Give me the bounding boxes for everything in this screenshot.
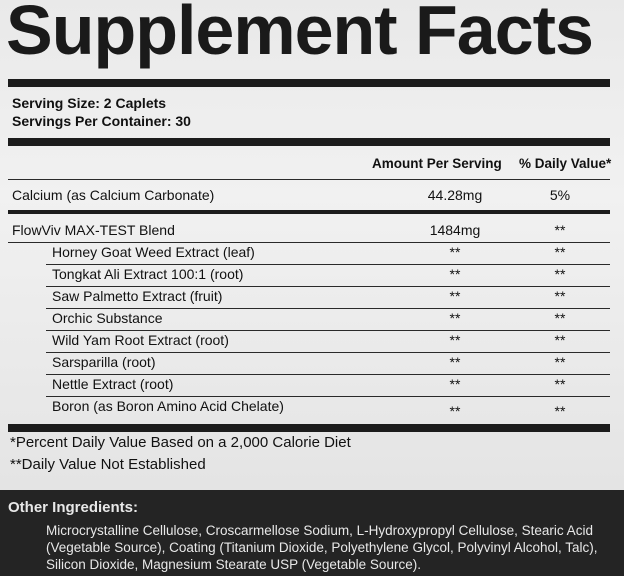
nutrient-name: Orchic Substance <box>52 310 163 326</box>
nutrient-daily-value: ** <box>554 222 566 238</box>
footnote-daily-value: *Percent Daily Value Based on a 2,000 Ca… <box>10 434 351 451</box>
amount-per-serving-header: Amount Per Serving <box>372 156 502 171</box>
divider-thin <box>46 264 610 265</box>
nutrient-amount: ** <box>449 354 461 370</box>
nutrient-amount: ** <box>449 403 461 419</box>
nutrient-amount: 44.28mg <box>427 187 483 203</box>
table-row: Horney Goat Weed Extract (leaf) ** ** <box>0 244 624 266</box>
other-ingredients-heading: Other Ingredients: <box>8 499 139 516</box>
nutrient-daily-value: ** <box>554 288 566 304</box>
nutrient-amount: ** <box>449 266 461 282</box>
supplement-facts-panel: Supplement Facts Serving Size: 2 Caplets… <box>0 0 624 490</box>
nutrient-amount: 1484mg <box>429 222 481 238</box>
nutrient-name: Wild Yam Root Extract (root) <box>52 332 229 348</box>
divider-medium <box>8 210 610 214</box>
divider-thick <box>8 138 610 146</box>
nutrient-daily-value: ** <box>554 332 566 348</box>
other-ingredients-text: Microcrystalline Cellulose, Croscarmello… <box>46 523 598 572</box>
divider-thin <box>46 374 610 375</box>
divider-thin <box>46 286 610 287</box>
table-row: Sarsparilla (root) ** ** <box>0 354 624 376</box>
divider-thin <box>8 242 610 243</box>
divider-thin <box>46 308 610 309</box>
nutrient-name: Boron (as Boron Amino Acid Chelate) <box>52 398 284 414</box>
nutrient-amount: ** <box>449 288 461 304</box>
page-title: Supplement Facts <box>6 0 594 69</box>
nutrient-daily-value: ** <box>554 266 566 282</box>
divider-thick <box>8 79 610 87</box>
nutrient-daily-value: ** <box>554 244 566 260</box>
table-row: Orchic Substance ** ** <box>0 310 624 332</box>
nutrient-name: Tongkat Ali Extract 100:1 (root) <box>52 266 244 282</box>
nutrient-amount: ** <box>449 332 461 348</box>
table-row: Saw Palmetto Extract (fruit) ** ** <box>0 288 624 310</box>
nutrient-daily-value: ** <box>554 354 566 370</box>
nutrient-daily-value: ** <box>554 310 566 326</box>
serving-size: Serving Size: 2 Caplets <box>12 95 167 111</box>
nutrient-amount: ** <box>449 244 461 260</box>
table-row: Boron (as Boron Amino Acid Chelate) ** *… <box>0 398 624 420</box>
divider-thin <box>46 396 610 397</box>
footnote-not-established: **Daily Value Not Established <box>10 456 206 473</box>
daily-value-header: % Daily Value* <box>519 156 612 171</box>
nutrient-name: Saw Palmetto Extract (fruit) <box>52 288 223 304</box>
nutrient-name: FlowViv MAX-TEST Blend <box>12 222 175 238</box>
divider-thin <box>46 352 610 353</box>
table-row: FlowViv MAX-TEST Blend 1484mg ** <box>0 222 624 244</box>
nutrient-daily-value: ** <box>554 403 566 419</box>
table-row: Wild Yam Root Extract (root) ** ** <box>0 332 624 354</box>
table-row: Tongkat Ali Extract 100:1 (root) ** ** <box>0 266 624 288</box>
divider-thin <box>8 179 610 180</box>
nutrient-name: Calcium (as Calcium Carbonate) <box>12 187 215 203</box>
other-ingredients-section: Other Ingredients: Microcrystalline Cell… <box>0 490 624 576</box>
nutrient-amount: ** <box>449 310 461 326</box>
nutrient-name: Horney Goat Weed Extract (leaf) <box>52 244 255 260</box>
nutrient-daily-value: 5% <box>549 187 571 203</box>
servings-per-container: Servings Per Container: 30 <box>12 113 191 129</box>
nutrient-name: Sarsparilla (root) <box>52 354 156 370</box>
nutrient-name: Nettle Extract (root) <box>52 376 174 392</box>
nutrient-amount: ** <box>449 376 461 392</box>
table-row: Nettle Extract (root) ** ** <box>0 376 624 398</box>
table-row: Calcium (as Calcium Carbonate) 44.28mg 5… <box>0 187 624 209</box>
divider-thick <box>8 424 610 432</box>
nutrient-daily-value: ** <box>554 376 566 392</box>
divider-thin <box>46 330 610 331</box>
